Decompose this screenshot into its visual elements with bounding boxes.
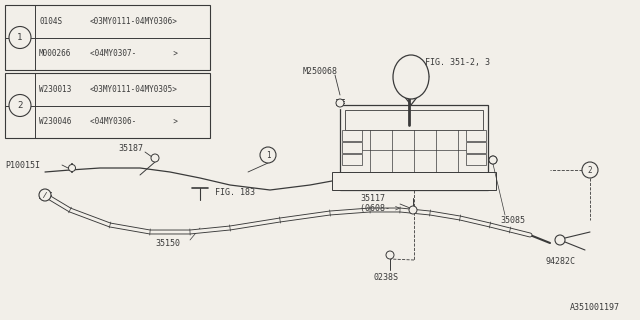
Text: W230046: W230046 xyxy=(39,117,72,126)
Circle shape xyxy=(386,251,394,259)
Bar xyxy=(340,105,488,190)
Circle shape xyxy=(151,154,159,162)
Text: <04MY0306-        >: <04MY0306- > xyxy=(90,117,178,126)
Text: 0104S: 0104S xyxy=(39,17,62,26)
Text: M000266: M000266 xyxy=(39,49,72,58)
Circle shape xyxy=(489,156,497,164)
Text: <03MY0111-04MY0306>: <03MY0111-04MY0306> xyxy=(90,17,178,26)
Text: 1: 1 xyxy=(17,33,22,42)
Circle shape xyxy=(582,162,598,178)
Bar xyxy=(342,154,362,165)
Bar xyxy=(345,110,483,130)
Text: 1: 1 xyxy=(266,150,270,159)
Bar xyxy=(342,130,362,141)
Bar xyxy=(342,142,362,153)
Text: FIG. 183: FIG. 183 xyxy=(215,188,255,196)
Bar xyxy=(466,142,486,153)
Bar xyxy=(466,154,486,165)
Bar xyxy=(332,172,496,190)
Circle shape xyxy=(336,99,344,107)
Text: 35187: 35187 xyxy=(118,143,143,153)
Bar xyxy=(5,73,210,138)
Bar xyxy=(466,130,486,141)
Text: 35117: 35117 xyxy=(360,194,385,203)
Text: 35085: 35085 xyxy=(500,215,525,225)
Circle shape xyxy=(39,189,51,201)
Circle shape xyxy=(9,27,31,49)
Text: FIG. 351-2, 3: FIG. 351-2, 3 xyxy=(425,58,490,67)
Text: <04MY0307-        >: <04MY0307- > xyxy=(90,49,178,58)
Circle shape xyxy=(555,235,565,245)
Text: 0238S: 0238S xyxy=(373,273,398,282)
Text: 35150: 35150 xyxy=(155,238,180,247)
Text: 2: 2 xyxy=(588,165,592,174)
Text: 94282C: 94282C xyxy=(545,258,575,267)
Circle shape xyxy=(68,164,76,172)
Text: A351001197: A351001197 xyxy=(570,303,620,312)
Text: P10015I: P10015I xyxy=(5,161,40,170)
Circle shape xyxy=(409,206,417,214)
Text: <03MY0111-04MY0305>: <03MY0111-04MY0305> xyxy=(90,85,178,94)
Text: W230013: W230013 xyxy=(39,85,72,94)
Text: M250068: M250068 xyxy=(303,67,338,76)
Circle shape xyxy=(489,156,497,164)
Circle shape xyxy=(260,147,276,163)
Text: 2: 2 xyxy=(17,101,22,110)
Circle shape xyxy=(9,94,31,116)
Text: (0608- >: (0608- > xyxy=(360,204,400,212)
Ellipse shape xyxy=(393,55,429,99)
Bar xyxy=(5,5,210,70)
